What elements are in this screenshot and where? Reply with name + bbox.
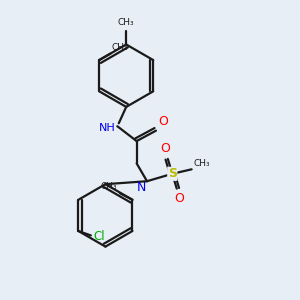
Text: O: O (158, 115, 168, 128)
Text: Cl: Cl (93, 230, 105, 243)
Text: CH₃: CH₃ (112, 43, 128, 52)
Text: O: O (174, 192, 184, 205)
Text: CH₃: CH₃ (194, 159, 211, 168)
Text: NH: NH (99, 123, 116, 133)
Text: S: S (168, 167, 177, 180)
Text: CH₃: CH₃ (118, 18, 134, 27)
Text: O: O (160, 142, 170, 155)
Text: CH₃: CH₃ (101, 182, 118, 191)
Text: N: N (137, 181, 146, 194)
